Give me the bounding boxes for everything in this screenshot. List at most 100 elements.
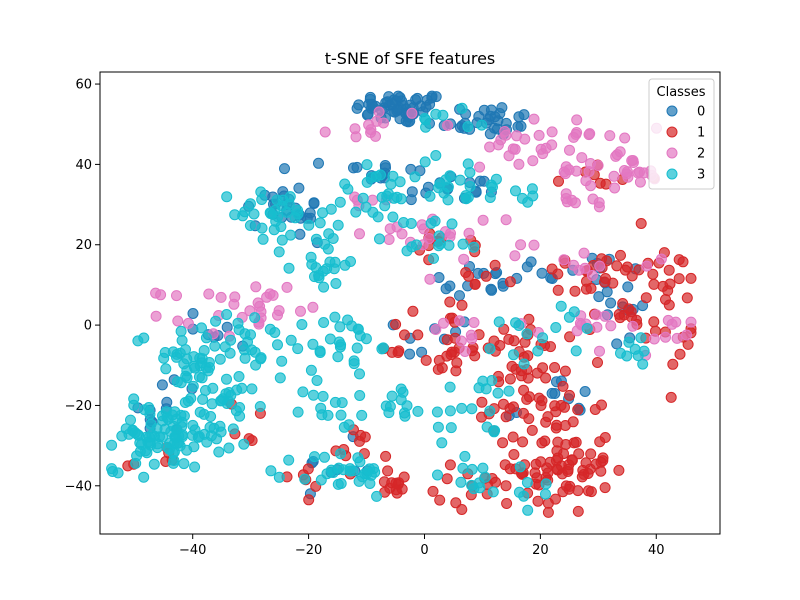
point-class-1	[626, 270, 638, 282]
point-class-3	[276, 200, 288, 212]
point-class-1	[564, 389, 575, 401]
point-class-2	[182, 317, 194, 329]
point-class-3	[139, 404, 151, 416]
point-class-0	[386, 98, 398, 110]
point-class-2	[438, 317, 449, 329]
point-class-3	[196, 372, 208, 384]
point-class-2	[365, 124, 377, 136]
point-class-2	[528, 239, 540, 251]
point-class-3	[215, 426, 227, 438]
point-class-2	[685, 316, 697, 328]
point-class-0	[433, 272, 445, 283]
point-class-3	[466, 463, 478, 475]
point-class-3	[318, 281, 330, 293]
point-class-3	[307, 338, 319, 350]
y-tick-label: 0	[84, 319, 92, 334]
point-class-2	[564, 144, 575, 156]
point-class-2	[558, 254, 570, 266]
point-class-1	[569, 285, 581, 297]
point-class-1	[685, 272, 697, 284]
point-class-3	[125, 414, 136, 426]
point-class-1	[420, 354, 432, 366]
point-class-3	[273, 471, 285, 483]
point-class-3	[394, 176, 406, 188]
point-class-3	[637, 358, 649, 370]
point-class-2	[250, 281, 262, 293]
point-class-3	[335, 409, 347, 421]
point-class-1	[503, 333, 515, 345]
point-class-3	[274, 372, 286, 384]
point-class-1	[450, 365, 462, 377]
point-class-2	[513, 158, 525, 170]
point-class-3	[532, 345, 544, 357]
point-class-3	[632, 350, 644, 362]
point-class-3	[292, 204, 304, 216]
axes-frame	[99, 71, 721, 535]
point-class-3	[128, 393, 140, 405]
point-class-3	[484, 192, 496, 203]
point-class-2	[424, 273, 436, 285]
point-class-2	[546, 126, 558, 138]
point-class-3	[550, 322, 562, 333]
point-class-3	[244, 198, 256, 210]
point-class-3	[386, 390, 398, 402]
point-class-2	[566, 194, 578, 206]
point-class-0	[593, 291, 605, 303]
point-class-0	[416, 346, 428, 358]
point-class-3	[145, 418, 157, 430]
point-class-2	[354, 228, 365, 240]
point-class-3	[401, 400, 413, 412]
point-class-2	[373, 106, 385, 118]
point-class-2	[608, 170, 620, 182]
point-class-3	[319, 238, 331, 250]
point-class-3	[256, 222, 268, 234]
point-class-3	[299, 473, 311, 485]
point-class-0	[601, 286, 613, 298]
point-class-3	[479, 471, 491, 483]
point-class-1	[398, 471, 410, 483]
point-class-2	[423, 233, 435, 244]
point-class-3	[112, 467, 124, 479]
point-class-1	[407, 305, 419, 317]
point-class-3	[239, 352, 251, 364]
point-class-3	[168, 455, 180, 466]
point-class-3	[623, 336, 635, 348]
point-class-1	[498, 398, 509, 410]
point-class-1	[572, 485, 584, 497]
point-class-0	[518, 109, 530, 121]
point-class-0	[536, 267, 548, 279]
legend-label-3: 3	[697, 168, 705, 183]
point-class-1	[508, 449, 520, 460]
point-class-1	[600, 273, 611, 284]
point-class-3	[221, 191, 233, 203]
point-class-2	[458, 253, 470, 265]
point-class-1	[582, 485, 594, 497]
point-class-2	[264, 288, 276, 300]
point-class-1	[489, 259, 501, 271]
point-class-2	[568, 259, 580, 271]
point-class-3	[138, 471, 150, 483]
point-class-3	[356, 409, 368, 421]
point-class-2	[563, 164, 575, 176]
point-class-3	[468, 483, 480, 495]
point-class-3	[329, 311, 341, 323]
legend-entries: 0 1 2 3	[666, 105, 705, 183]
point-class-1	[580, 457, 592, 469]
point-class-2	[641, 260, 653, 272]
point-class-3	[357, 192, 369, 204]
point-class-0	[579, 386, 591, 397]
point-class-3	[333, 462, 345, 474]
point-class-1	[635, 218, 647, 229]
point-class-3	[332, 351, 344, 363]
point-class-0	[489, 111, 501, 123]
point-class-1	[557, 380, 569, 392]
point-class-3	[250, 359, 262, 371]
point-class-3	[317, 207, 329, 219]
point-class-3	[462, 191, 474, 203]
point-class-3	[488, 426, 500, 438]
point-class-3	[180, 344, 191, 356]
legend-box	[648, 78, 715, 190]
point-class-3	[283, 262, 295, 274]
point-class-1	[599, 482, 611, 494]
point-class-0	[351, 102, 363, 114]
